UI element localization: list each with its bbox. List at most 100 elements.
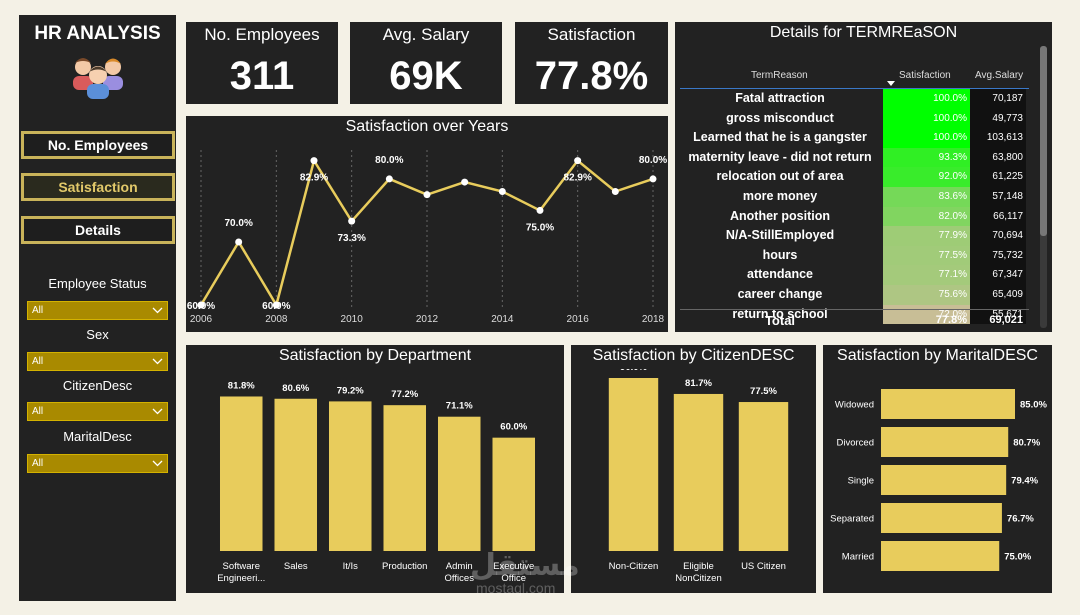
kpi-satisfaction-value: 77.8% [534, 54, 649, 98]
term-reason-cell: relocation out of area [716, 169, 844, 184]
col-satisfaction-header[interactable]: Satisfaction [899, 70, 951, 81]
employee-status-dropdown[interactable]: All [27, 301, 168, 320]
avg-salary-cell: 70,694 [970, 226, 1026, 246]
data-label: 80.0% [375, 155, 403, 166]
avg-salary-cell: 63,800 [970, 147, 1026, 168]
bar[interactable] [881, 541, 1000, 571]
table-row[interactable]: N/A-StillEmployed 77.9% 70,694 [680, 226, 1029, 246]
bar-label: 80.6% [282, 383, 309, 394]
table-row[interactable]: Another position 82.0% 66,117 [680, 206, 1029, 227]
citizen-chart-card: Satisfaction by CitizenDESC 90.0% Non-Cit… [571, 345, 816, 593]
table-row[interactable]: gross misconduct 100.0% 49,773 [680, 108, 1029, 129]
term-reason-cell: maternity leave - did not return [688, 149, 872, 164]
data-point[interactable] [348, 217, 356, 225]
employee-status-label: Employee Status [48, 276, 147, 291]
category-label: Separated [830, 514, 874, 525]
kpi-satisfaction-title: Satisfaction [547, 25, 636, 44]
maritaldesc-value: All [32, 458, 44, 469]
data-point[interactable] [461, 178, 469, 186]
category-label: Admin [446, 561, 473, 572]
avg-salary-cell: 65,409 [970, 285, 1026, 305]
bar[interactable] [881, 503, 1002, 533]
table-row[interactable]: more money 83.6% 57,148 [680, 187, 1029, 207]
bar[interactable] [219, 396, 263, 551]
data-point[interactable] [574, 157, 582, 165]
data-label: 80.0% [639, 155, 667, 166]
category-label: It/Is [343, 561, 359, 572]
bar[interactable] [437, 416, 481, 551]
nav-no-employees-button[interactable]: No. Employees [21, 131, 175, 159]
data-point[interactable] [536, 206, 544, 214]
bar[interactable] [383, 405, 427, 551]
col-termreason-header[interactable]: TermReason [751, 70, 808, 81]
line-chart-title: Satisfaction over Years [345, 118, 509, 135]
term-reason-cell: gross misconduct [726, 110, 834, 125]
data-point[interactable] [197, 301, 205, 309]
bar[interactable] [881, 389, 1015, 419]
data-point[interactable] [272, 301, 280, 309]
avg-salary-cell: 49,773 [970, 108, 1026, 129]
bar-label: 90.0% [620, 369, 647, 373]
bar[interactable] [881, 427, 1009, 457]
bar[interactable] [274, 398, 318, 551]
table-row[interactable]: attendance 77.1% 67,347 [680, 265, 1029, 285]
data-point[interactable] [649, 175, 657, 183]
data-label: 82.9% [300, 173, 328, 184]
term-reason-cell: return to school [732, 306, 828, 321]
table-scrollbar[interactable] [1040, 46, 1047, 328]
satisfaction-cell: 100.0% [883, 128, 970, 148]
table-row[interactable]: relocation out of area 92.0% 61,225 [680, 167, 1029, 187]
data-label: 70.0% [224, 218, 252, 229]
scrollbar-thumb[interactable] [1040, 46, 1047, 236]
chevron-down-icon [152, 358, 163, 365]
bar[interactable] [738, 402, 789, 551]
data-label: 75.0% [526, 222, 554, 233]
bar[interactable] [492, 437, 536, 551]
dept-chart-card: Satisfaction by Department 81.8% Software… [186, 345, 564, 593]
data-point[interactable] [310, 157, 318, 165]
nav-details-button[interactable]: Details [21, 216, 175, 244]
data-point[interactable] [385, 175, 393, 183]
table-row[interactable]: Fatal attraction 100.0% 70,187 [680, 89, 1029, 109]
data-point[interactable] [423, 191, 431, 199]
satisfaction-cell: 77.9% [883, 226, 970, 246]
table-row[interactable]: maternity leave - did not return 93.3% 63,… [680, 147, 1029, 168]
col-avg-salary-header[interactable]: Avg.Salary [975, 70, 1024, 81]
category-label: Office [501, 573, 526, 584]
data-point[interactable] [611, 188, 619, 196]
term-reason-cell: career change [737, 287, 823, 301]
table-row[interactable]: career change 75.6% 65,409 [680, 285, 1029, 305]
bar-label: 79.2% [337, 385, 364, 396]
nav-satisfaction-button[interactable]: Satisfaction [21, 173, 175, 201]
bar-label: 75.0% [1004, 552, 1031, 563]
category-label: Eligible [683, 561, 714, 572]
category-label: Sales [284, 561, 308, 572]
data-label: 82.9% [563, 173, 591, 184]
citizendesc-dropdown[interactable]: All [27, 402, 168, 421]
category-label: Engineeri... [217, 573, 265, 584]
x-tick-label: 2018 [642, 314, 665, 325]
total-satisfaction: 77.8% [935, 314, 967, 326]
details-title: Details for TERMREaSON [769, 24, 958, 41]
bar[interactable] [608, 378, 659, 551]
satisfaction-cell: 77.5% [883, 245, 970, 266]
bar[interactable] [328, 401, 372, 551]
citizen-chart-title: Satisfaction by CitizenDESC [592, 347, 795, 364]
bar[interactable] [673, 393, 724, 551]
marital-chart-card: Satisfaction by MaritalDESC Widowed 85.0%… [823, 345, 1052, 593]
x-tick-label: 2010 [341, 314, 364, 325]
marital-chart-title: Satisfaction by MaritalDESC [837, 347, 1038, 364]
maritaldesc-label: MaritalDesc [63, 429, 132, 444]
line-chart: 2006 2008 2010 2012 2014 2016 2018 60.0% 70.0% 60… [187, 150, 667, 325]
table-row[interactable]: Learned that he is a gangster 100.0% 103,6… [680, 128, 1029, 148]
maritaldesc-dropdown[interactable]: All [27, 454, 168, 473]
data-point[interactable] [235, 238, 243, 246]
table-total-row: Total 77.8% 69,021 [680, 311, 1029, 331]
table-row[interactable]: hours 77.5% 75,732 [680, 245, 1029, 266]
team-icon [73, 58, 123, 99]
bar[interactable] [881, 465, 1007, 495]
category-label: NonCitizen [675, 573, 721, 584]
sex-dropdown[interactable]: All [27, 352, 168, 371]
satisfaction-cell: 83.6% [883, 187, 970, 207]
data-point[interactable] [498, 188, 506, 196]
